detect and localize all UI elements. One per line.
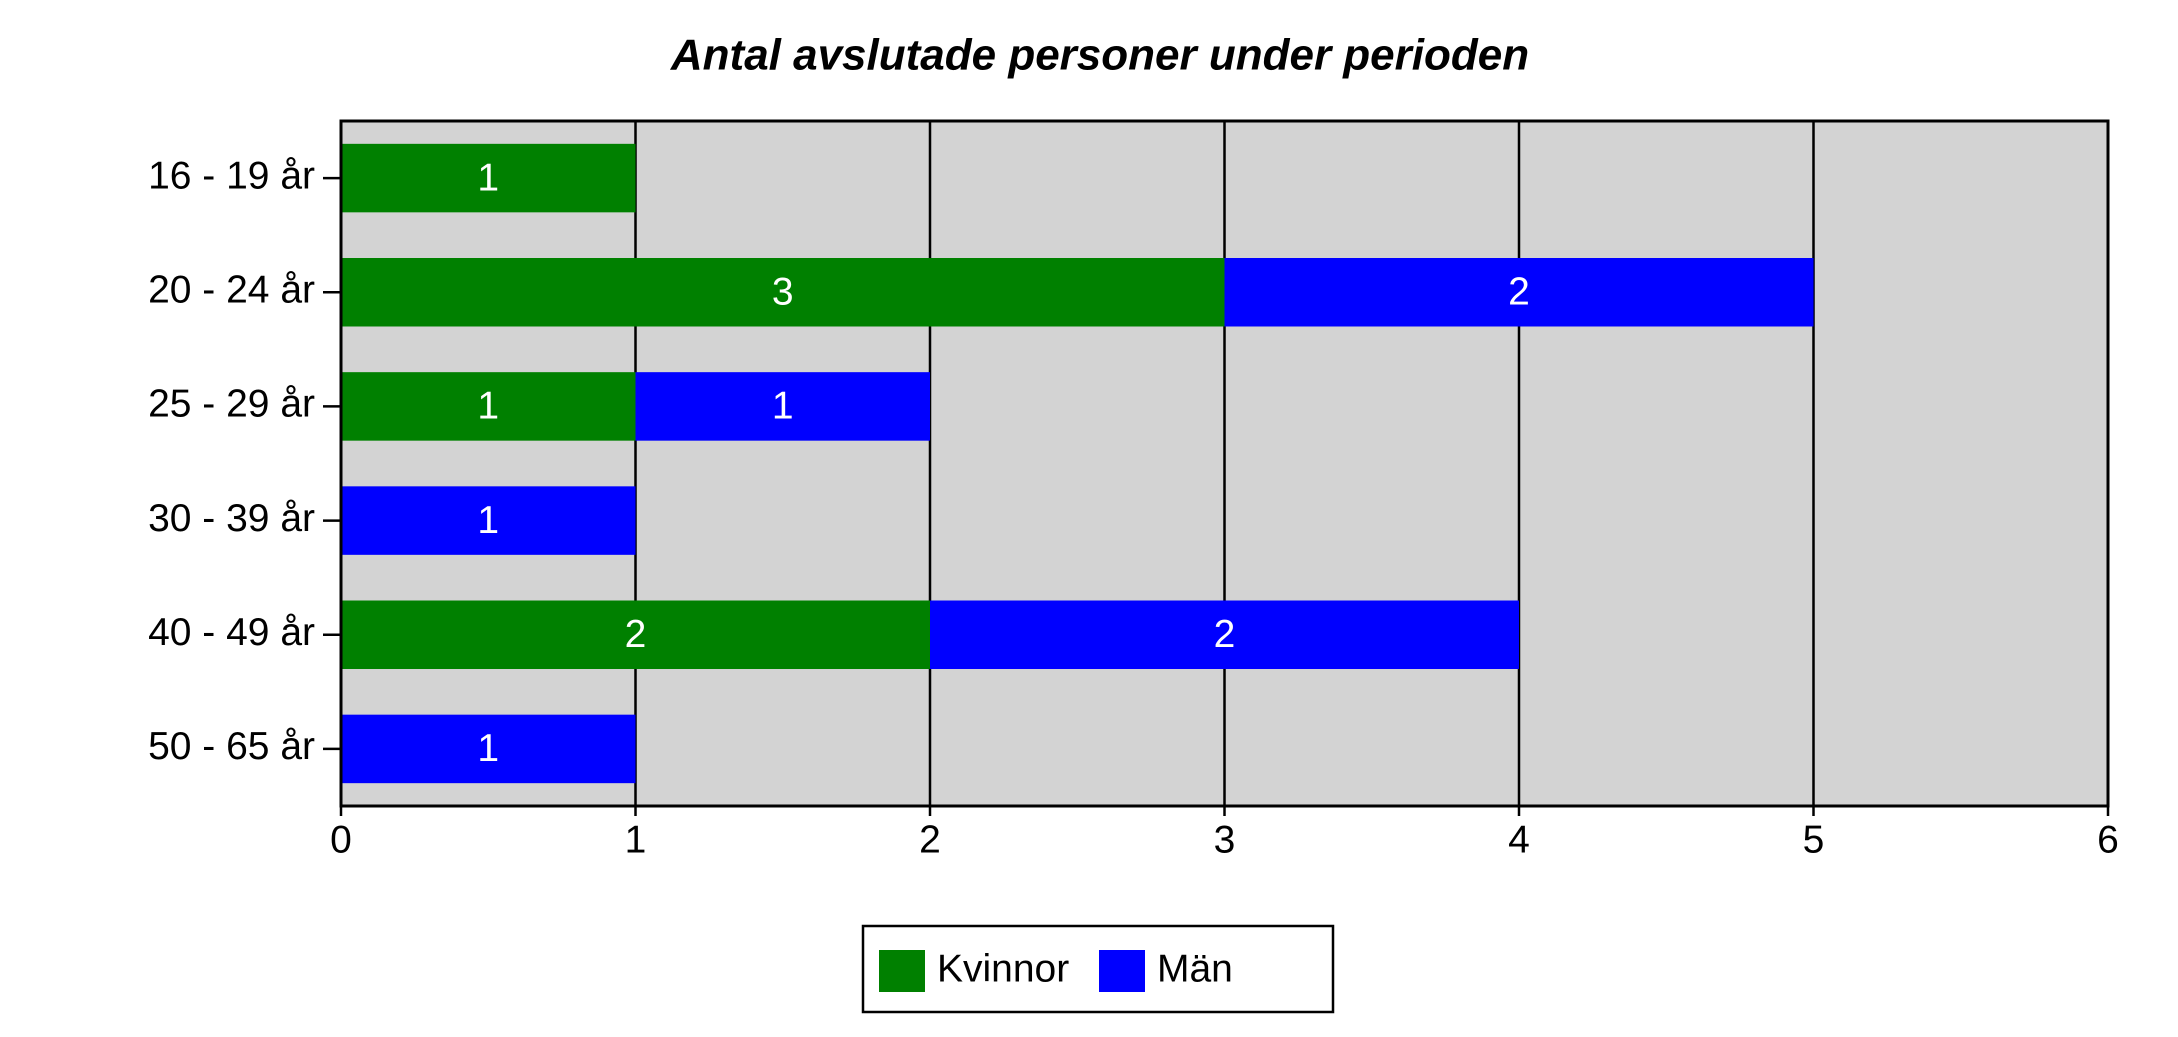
chart-title: Antal avslutade personer under perioden [670,31,1529,80]
data-label: 1 [477,727,499,770]
y-tick-label: 30 - 39 år [148,497,315,540]
data-label: 1 [772,385,794,428]
y-tick-label: 40 - 49 år [148,611,315,654]
data-label: 1 [477,499,499,542]
bar-segment [930,600,1519,669]
legend-box [861,924,1335,1014]
data-label: 2 [1214,613,1236,656]
y-tick-label: 16 - 19 år [148,154,315,197]
data-label: 2 [1508,271,1530,314]
x-tick-label: 3 [1214,818,1236,861]
legend-label: Kvinnor [937,947,1069,990]
data-label: 2 [625,613,647,656]
x-tick-label: 0 [330,818,352,861]
y-tick-label: 20 - 24 år [148,269,315,312]
x-tick-label: 6 [2097,818,2119,861]
bar-segment [341,143,636,213]
bar-segment [341,372,636,441]
bar-segment [635,372,930,441]
y-tick-label: 25 - 29 år [148,383,315,426]
data-label: 1 [477,156,499,199]
bar-segment [1224,258,1814,327]
legend-swatch [1099,950,1145,992]
data-label: 1 [477,385,499,428]
x-tick-label: 5 [1803,818,1825,861]
x-tick-label: 1 [625,818,647,861]
bar-segment [341,714,636,784]
bar-segment [341,486,636,555]
x-tick-label: 4 [1508,818,1530,861]
legend-swatch [879,950,925,992]
bar-segment [341,600,930,669]
plot-frame [339,119,2110,808]
x-tick-label: 2 [919,818,941,861]
data-label: 3 [772,271,794,314]
legend-label: Män [1157,947,1233,990]
bar-segment [341,258,1225,327]
y-tick-label: 50 - 65 år [148,725,315,768]
